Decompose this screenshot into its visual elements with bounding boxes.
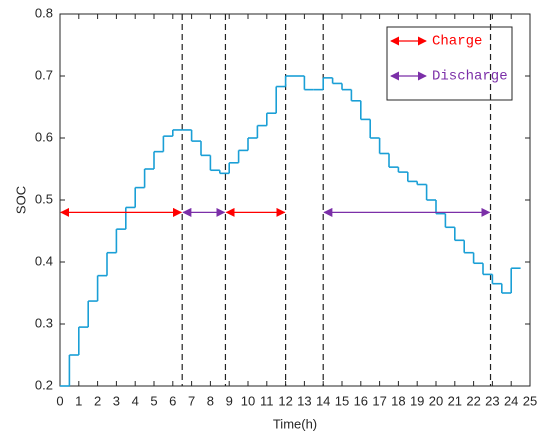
- y-tick-label: 0.5: [35, 191, 53, 206]
- x-tick-label: 24: [504, 393, 518, 408]
- x-tick-label: 13: [297, 393, 311, 408]
- y-tick-label: 0.4: [35, 253, 53, 268]
- x-tick-label: 11: [260, 393, 274, 408]
- x-tick-label: 8: [207, 393, 214, 408]
- x-tick-label: 15: [335, 393, 349, 408]
- x-tick-label: 0: [56, 393, 63, 408]
- x-tick-label: 14: [316, 393, 330, 408]
- x-tick-label: 4: [132, 393, 139, 408]
- x-tick-label: 17: [372, 393, 386, 408]
- x-tick-label: 12: [278, 393, 292, 408]
- y-tick-label: 0.6: [35, 129, 53, 144]
- x-tick-label: 21: [448, 393, 462, 408]
- x-tick-label: 5: [150, 393, 157, 408]
- x-tick-label: 7: [188, 393, 195, 408]
- x-axis-label: Time(h): [273, 416, 317, 431]
- y-tick-label: 0.3: [35, 315, 53, 330]
- x-tick-label: 10: [241, 393, 255, 408]
- x-tick-label: 3: [113, 393, 120, 408]
- x-tick-label: 18: [391, 393, 405, 408]
- y-tick-label: 0.8: [35, 5, 53, 20]
- x-tick-label: 23: [485, 393, 499, 408]
- x-tick-label: 6: [169, 393, 176, 408]
- x-tick-label: 9: [226, 393, 233, 408]
- y-tick-label: 0.7: [35, 67, 53, 82]
- x-tick-label: 1: [75, 393, 82, 408]
- x-tick-label: 2: [94, 393, 101, 408]
- legend-label: Discharge: [432, 69, 508, 85]
- x-tick-label: 19: [410, 393, 424, 408]
- x-tick-label: 22: [466, 393, 480, 408]
- x-tick-label: 20: [429, 393, 443, 408]
- y-tick-label: 0.2: [35, 377, 53, 392]
- x-tick-label: 25: [523, 393, 537, 408]
- y-axis-label: SOC: [13, 186, 28, 214]
- x-tick-label: 16: [354, 393, 368, 408]
- legend-label: Charge: [432, 34, 482, 50]
